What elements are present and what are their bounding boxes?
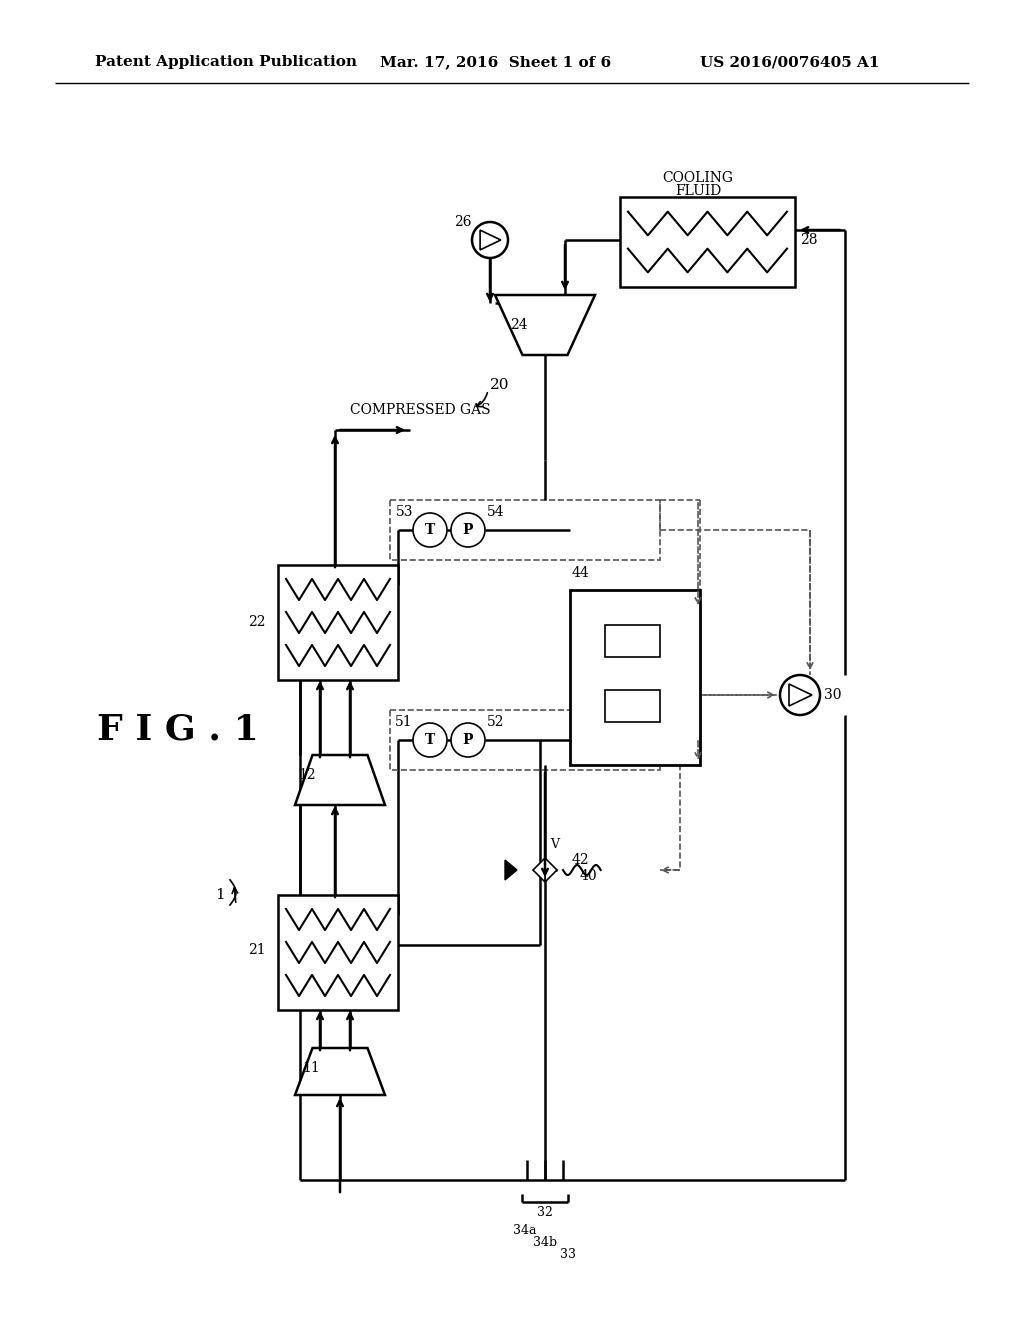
- Circle shape: [451, 513, 485, 546]
- Text: 40: 40: [580, 869, 598, 883]
- Text: 21: 21: [249, 942, 266, 957]
- Text: T: T: [425, 523, 435, 537]
- Polygon shape: [545, 858, 557, 882]
- Text: 53: 53: [395, 506, 413, 519]
- Text: COMPRESSED GAS: COMPRESSED GAS: [350, 403, 490, 417]
- Bar: [620, 197, 795, 286]
- Text: 24: 24: [510, 318, 528, 333]
- Text: FLUID: FLUID: [675, 183, 721, 198]
- Text: 12: 12: [298, 768, 316, 781]
- Circle shape: [780, 675, 820, 715]
- Text: 33: 33: [560, 1247, 575, 1261]
- Bar: [278, 895, 398, 1010]
- Polygon shape: [495, 294, 595, 355]
- Text: 32: 32: [537, 1206, 553, 1220]
- Bar: [605, 690, 660, 722]
- Text: 20: 20: [490, 378, 510, 392]
- Text: COOLING: COOLING: [663, 172, 733, 185]
- Text: Patent Application Publication: Patent Application Publication: [95, 55, 357, 69]
- Text: 22: 22: [249, 615, 266, 630]
- Text: 34a: 34a: [513, 1224, 537, 1237]
- Text: Mar. 17, 2016  Sheet 1 of 6: Mar. 17, 2016 Sheet 1 of 6: [380, 55, 611, 69]
- Text: P: P: [463, 523, 473, 537]
- Text: 30: 30: [824, 688, 842, 702]
- Bar: [278, 565, 398, 680]
- Text: 34b: 34b: [532, 1236, 557, 1249]
- Circle shape: [413, 723, 447, 756]
- Text: 54: 54: [487, 506, 505, 519]
- Text: 28: 28: [800, 234, 817, 247]
- Polygon shape: [505, 861, 517, 880]
- Circle shape: [472, 222, 508, 257]
- Polygon shape: [295, 755, 385, 805]
- Polygon shape: [534, 858, 545, 882]
- Text: V: V: [551, 838, 559, 851]
- Polygon shape: [480, 230, 501, 249]
- Text: 1: 1: [215, 888, 225, 902]
- Text: 51: 51: [395, 715, 413, 729]
- Polygon shape: [295, 1048, 385, 1096]
- Bar: [390, 710, 660, 770]
- Text: 11: 11: [302, 1061, 319, 1074]
- Polygon shape: [790, 684, 812, 706]
- Bar: [390, 500, 660, 560]
- Bar: [570, 590, 700, 766]
- Circle shape: [451, 723, 485, 756]
- Circle shape: [413, 513, 447, 546]
- Bar: [605, 624, 660, 657]
- Text: 44: 44: [572, 566, 590, 579]
- Text: US 2016/0076405 A1: US 2016/0076405 A1: [700, 55, 880, 69]
- Text: 52: 52: [487, 715, 505, 729]
- Text: P: P: [463, 733, 473, 747]
- Text: F I G . 1: F I G . 1: [97, 713, 259, 747]
- Text: 26: 26: [455, 215, 472, 228]
- Text: T: T: [425, 733, 435, 747]
- Text: 42: 42: [572, 853, 590, 867]
